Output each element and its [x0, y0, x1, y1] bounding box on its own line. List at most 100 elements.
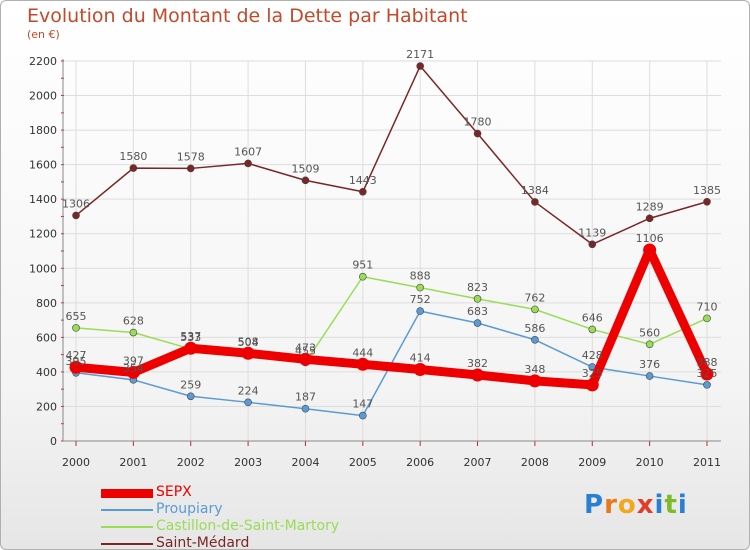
- data-label-castillon-de-saint-martory: 646: [582, 311, 603, 324]
- data-point-sepx: [69, 360, 83, 374]
- data-label-castillon-de-saint-martory: 951: [352, 259, 373, 272]
- data-label-castillon-de-saint-martory: 455: [295, 344, 316, 357]
- data-point-castillon-de-saint-martory: [531, 305, 539, 314]
- x-tick-label: 2006: [406, 456, 434, 469]
- data-point-proupiary: [416, 307, 424, 315]
- data-point-castillon-de-saint-martory: [416, 283, 424, 292]
- y-tick-label: 800: [36, 297, 57, 310]
- data-point-saint-m-dard: [129, 164, 138, 172]
- logo-letter: o: [617, 490, 637, 520]
- data-label-proupiary: 354: [123, 362, 144, 375]
- x-tick-label: 2008: [521, 456, 549, 469]
- data-label-proupiary: 752: [410, 293, 431, 306]
- legend-swatch-proupiary: [101, 508, 153, 511]
- data-point-castillon-de-saint-martory: [645, 340, 654, 349]
- x-tick-label: 2002: [177, 456, 205, 469]
- data-point-castillon-de-saint-martory: [359, 272, 367, 281]
- data-point-saint-m-dard: [416, 62, 424, 70]
- x-tick-label: 2011: [693, 456, 721, 469]
- y-tick-label: 0: [50, 435, 57, 448]
- data-label-sepx: 388: [697, 356, 718, 369]
- x-tick-label: 2001: [119, 456, 147, 469]
- data-point-saint-m-dard: [301, 176, 310, 185]
- x-tick-label: 2004: [291, 456, 319, 469]
- data-label-castillon-de-saint-martory: 888: [410, 270, 431, 283]
- data-label-sepx: 382: [467, 357, 488, 370]
- data-point-proupiary: [703, 381, 711, 389]
- data-label-sepx: 444: [352, 346, 373, 359]
- data-point-saint-m-dard: [72, 211, 80, 220]
- data-label-proupiary: 586: [524, 322, 545, 335]
- chart-subtitle: (en €): [27, 28, 60, 41]
- data-point-saint-m-dard: [359, 187, 367, 196]
- data-label-saint-m-dard: 1578: [177, 150, 205, 163]
- data-label-saint-m-dard: 1384: [521, 184, 549, 197]
- data-point-sepx: [413, 362, 427, 376]
- data-label-sepx: 414: [410, 351, 431, 364]
- data-label-saint-m-dard: 1443: [349, 174, 377, 187]
- data-label-castillon-de-saint-martory: 655: [66, 310, 87, 323]
- x-tick-label: 2000: [62, 456, 90, 469]
- data-point-proupiary: [473, 319, 482, 327]
- data-label-saint-m-dard: 1306: [62, 197, 90, 210]
- logo-letter: x: [636, 490, 655, 520]
- data-point-sepx: [298, 352, 312, 366]
- data-label-saint-m-dard: 1607: [234, 145, 262, 158]
- data-label-sepx: 537: [180, 330, 201, 343]
- data-point-saint-m-dard: [186, 164, 195, 173]
- line-chart: 0 200 400 600 800 1000 1200 1400 1600 1800 2000 220…: [29, 48, 721, 469]
- data-label-castillon-de-saint-martory: 533: [180, 331, 201, 344]
- legend-swatch-castillon: [101, 525, 153, 528]
- data-point-saint-m-dard: [473, 129, 482, 138]
- x-tick-label: 2003: [234, 456, 262, 469]
- legend-label-saint-medard: Saint-Médard: [156, 535, 250, 550]
- data-label-saint-m-dard: 1139: [578, 226, 606, 239]
- y-tick-label: 2200: [29, 55, 57, 68]
- y-tick-label: 1200: [29, 228, 57, 241]
- data-label-sepx: 325: [582, 367, 603, 380]
- data-point-sepx: [356, 357, 370, 371]
- data-label-proupiary: 428: [582, 349, 603, 362]
- data-label-castillon-de-saint-martory: 504: [238, 336, 259, 349]
- logo-letter: P: [584, 490, 605, 520]
- data-point-castillon-de-saint-martory: [703, 314, 711, 323]
- data-point-sepx: [700, 367, 714, 381]
- data-point-proupiary: [301, 404, 310, 413]
- data-label-sepx: 397: [123, 354, 144, 367]
- data-point-saint-m-dard: [244, 159, 252, 168]
- x-tick-label: 2009: [578, 456, 606, 469]
- y-tick-label: 1600: [29, 159, 57, 172]
- data-point-castillon-de-saint-martory: [473, 295, 482, 303]
- data-label-proupiary: 683: [467, 305, 488, 318]
- data-point-castillon-de-saint-martory: [588, 325, 597, 334]
- data-point-sepx: [184, 341, 198, 355]
- y-tick-label: 400: [36, 366, 57, 379]
- data-label-saint-m-dard: 1780: [464, 116, 492, 129]
- x-tick-label: 2010: [636, 456, 664, 469]
- data-label-proupiary: 187: [295, 391, 316, 404]
- data-label-proupiary: 147: [352, 398, 373, 411]
- data-label-saint-m-dard: 2171: [406, 48, 434, 61]
- data-label-saint-m-dard: 1385: [693, 184, 721, 197]
- data-label-proupiary: 325: [697, 367, 718, 380]
- data-label-sepx: 427: [66, 349, 87, 362]
- data-point-sepx: [643, 243, 657, 257]
- y-tick-label: 200: [36, 400, 57, 413]
- proxiti-logo: Proxiti: [584, 490, 688, 520]
- y-tick-label: 2000: [29, 90, 57, 103]
- data-label-sepx: 473: [295, 341, 316, 354]
- data-point-proupiary: [244, 398, 252, 407]
- legend-swatch-saint-medard: [101, 542, 153, 545]
- series-line-sepx: [71, 245, 712, 390]
- y-tick-label: 600: [36, 331, 57, 344]
- data-label-castillon-de-saint-martory: 762: [524, 291, 545, 304]
- data-point-proupiary: [645, 372, 654, 380]
- data-label-castillon-de-saint-martory: 823: [467, 281, 488, 294]
- data-label-saint-m-dard: 1509: [291, 162, 319, 175]
- data-label-saint-m-dard: 1580: [119, 150, 147, 163]
- data-point-proupiary: [359, 411, 367, 420]
- data-label-saint-m-dard: 1289: [636, 200, 664, 213]
- data-point-sepx: [585, 378, 599, 392]
- series-line-castillon-de-saint-martory: [75, 275, 708, 364]
- logo-letter: t: [664, 490, 678, 520]
